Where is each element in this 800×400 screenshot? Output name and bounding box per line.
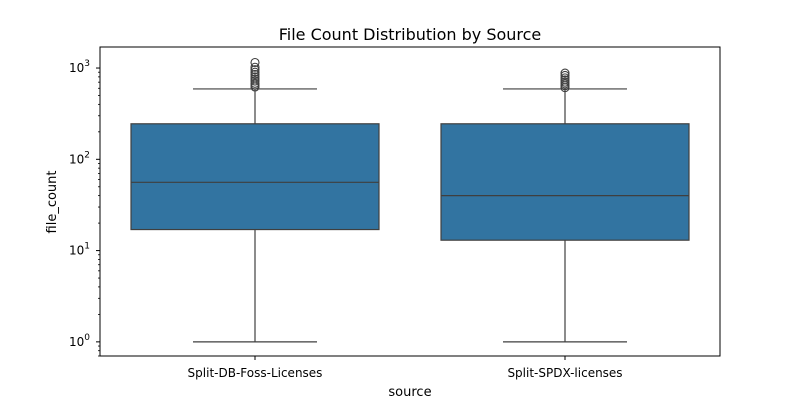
outlier-point: [560, 77, 570, 87]
y-tick-label: 102: [69, 150, 90, 166]
outlier-point: [560, 73, 570, 83]
outlier-point: [250, 69, 260, 80]
x-tick-label: Split-SPDX-licenses: [507, 366, 622, 380]
y-tick-label: 103: [69, 59, 90, 75]
plot-frame: [99, 46, 721, 357]
outlier-point: [560, 68, 570, 78]
outlier-point: [250, 62, 260, 72]
iqr-box: [440, 123, 690, 241]
outlier-point: [250, 78, 260, 88]
y-tick-label: 101: [69, 242, 90, 258]
x-axis-label: source: [388, 385, 431, 400]
box-1: [130, 57, 380, 343]
box-2: [440, 68, 690, 343]
outlier-point: [250, 65, 260, 75]
y-tick-label: 100: [69, 333, 90, 349]
outlier-point: [250, 72, 260, 82]
x-axis: Split-DB-Foss-Licenses Split-SPDX-license…: [188, 356, 623, 380]
y-axis-label: file_count: [45, 171, 60, 234]
x-tick-label: Split-DB-Foss-Licenses: [188, 366, 323, 380]
y-axis: 100 101 102 103: [69, 59, 100, 357]
iqr-box: [130, 123, 380, 231]
outlier-point: [250, 67, 260, 77]
chart-title: File Count Distribution by Source: [279, 25, 542, 44]
plot-area: [130, 57, 690, 343]
outlier-point: [250, 57, 260, 68]
outlier-point: [560, 70, 570, 80]
